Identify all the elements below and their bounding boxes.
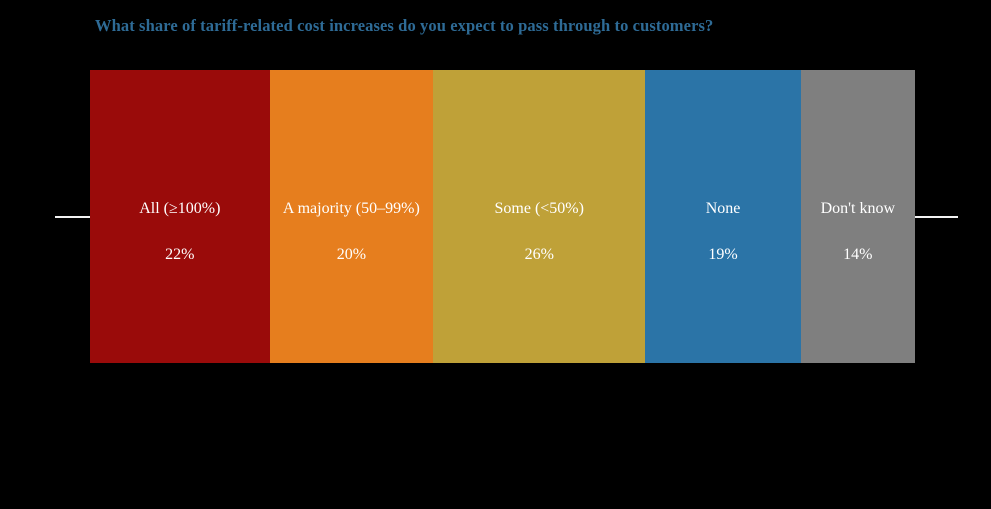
axis-line-left — [55, 216, 90, 218]
value-label: 26% — [524, 246, 554, 263]
axis-line-right — [915, 216, 958, 218]
bar-segment: All (≥100%) 22% — [90, 70, 270, 363]
category-label: All (≥100%) — [139, 200, 221, 217]
value-label: 22% — [165, 246, 195, 263]
category-label: Don't know — [820, 200, 895, 217]
segmented-bar-chart: All (≥100%) 22% A majority (50–99%) 20% Some… — [90, 70, 915, 363]
value-label: 20% — [336, 246, 367, 263]
bar-segment: A majority (50–99%) 20% — [269, 70, 434, 363]
category-label: A majority (50–99%) — [282, 200, 420, 217]
value-label: 14% — [843, 246, 873, 263]
bar-segment: Some (<50%) 26% — [433, 70, 646, 363]
value-label: 19% — [708, 246, 738, 263]
bar-segment: None 19% — [645, 70, 801, 363]
category-label: Some (<50%) — [494, 200, 584, 217]
category-label: None — [705, 200, 741, 217]
chart-title: What share of tariff-related cost increa… — [95, 16, 714, 35]
bar-segment: Don't know 14% — [800, 70, 915, 363]
